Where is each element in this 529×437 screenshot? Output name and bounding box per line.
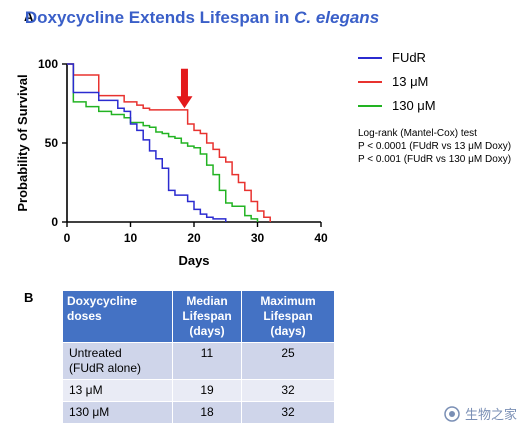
series-layer [67, 63, 271, 222]
chart-title: Doxycycline Extends Lifespan in C. elega… [25, 8, 379, 27]
survival-curve-fudr [67, 63, 227, 222]
x-axis-label: Days [178, 253, 209, 268]
header-median-lifespan: Median Lifespan (days) [172, 290, 242, 343]
y-tick-label: 100 [38, 57, 58, 71]
x-tick-label: 10 [124, 231, 138, 245]
cell-dose: Untreated (FUdR alone) [62, 342, 173, 380]
y-axis-label: Probability of Survival [15, 74, 30, 211]
lifespan-table-wrap: Doxycycline doses Median Lifespan (days) Ma… [62, 290, 335, 424]
arrow-shaft [180, 68, 188, 98]
y-tick-label: 0 [51, 215, 58, 229]
watermark: 生物之家 [443, 404, 517, 423]
legend-label-fudr: FUdR [392, 50, 426, 65]
survival-curve-13um [67, 63, 271, 222]
stats-p-value-130um: P < 0.001 (FUdR vs 130 μM Doxy) [358, 154, 512, 165]
panel-a-label: A [24, 9, 34, 24]
legend-item-130um: 130 μM [358, 95, 528, 116]
survival-chart: Doxycycline Extends Lifespan in C. elega… [15, 8, 379, 268]
arrow-head [176, 96, 193, 109]
legend-swatch-130um [358, 104, 382, 107]
stats-p-value-13um: P < 0.0001 (FUdR vs 13 μM Doxy) [358, 141, 512, 152]
cell-dose: 13 μM [62, 379, 173, 402]
legend-item-fudr: FUdR [358, 47, 528, 68]
survival-curve-130um [67, 63, 259, 222]
table-row: 130 μM 18 32 [62, 401, 335, 424]
watermark-text: 生物之家 [464, 407, 517, 422]
cell-maximum: 32 [241, 401, 335, 424]
panel-b-label: B [24, 290, 34, 305]
legend-swatch-13um [358, 80, 382, 83]
table-row: Untreated (FUdR alone) 11 25 [62, 342, 335, 380]
x-tick-label: 0 [64, 231, 71, 245]
y-tick-label: 50 [45, 136, 59, 150]
stats-annotation: Log-rank (Mantel-Cox) test P < 0.0001 (F… [358, 127, 511, 166]
cell-maximum: 25 [241, 342, 335, 380]
table-row: 13 μM 19 32 [62, 379, 335, 402]
header-doses: Doxycycline doses [62, 290, 173, 343]
x-tick-label: 20 [187, 231, 201, 245]
table-header-row: Doxycycline doses Median Lifespan (days) Ma… [62, 290, 335, 343]
header-maximum-lifespan: Maximum Lifespan (days) [241, 290, 335, 343]
chart-legend: FUdR 13 μM 130 μM [358, 47, 528, 119]
cell-median: 19 [172, 379, 242, 402]
legend-swatch-fudr [358, 56, 382, 59]
legend-label-13um: 13 μM [392, 74, 429, 89]
stats-test-name: Log-rank (Mantel-Cox) test [358, 128, 477, 139]
chart-axes: 0 10 20 30 40 0 50 100 [38, 57, 328, 245]
x-tick-label: 40 [314, 231, 328, 245]
cell-maximum: 32 [241, 379, 335, 402]
legend-item-13um: 13 μM [358, 71, 528, 92]
cell-median: 18 [172, 401, 242, 424]
lifespan-table: Doxycycline doses Median Lifespan (days) Ma… [62, 290, 335, 424]
cell-median: 11 [172, 342, 242, 380]
x-tick-label: 30 [251, 231, 265, 245]
watermark-logo-icon [444, 405, 460, 422]
legend-label-130um: 130 μM [392, 98, 436, 113]
chart-title-species: C. elegans [294, 8, 379, 27]
chart-title-prefix: Doxycycline Extends Lifespan in [25, 8, 294, 27]
annotation-layer [176, 68, 193, 109]
cell-dose: 130 μM [62, 401, 173, 424]
